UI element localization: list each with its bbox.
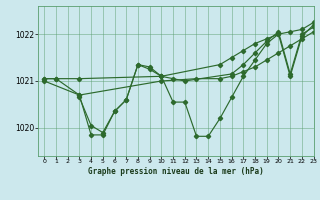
X-axis label: Graphe pression niveau de la mer (hPa): Graphe pression niveau de la mer (hPa) [88, 167, 264, 176]
